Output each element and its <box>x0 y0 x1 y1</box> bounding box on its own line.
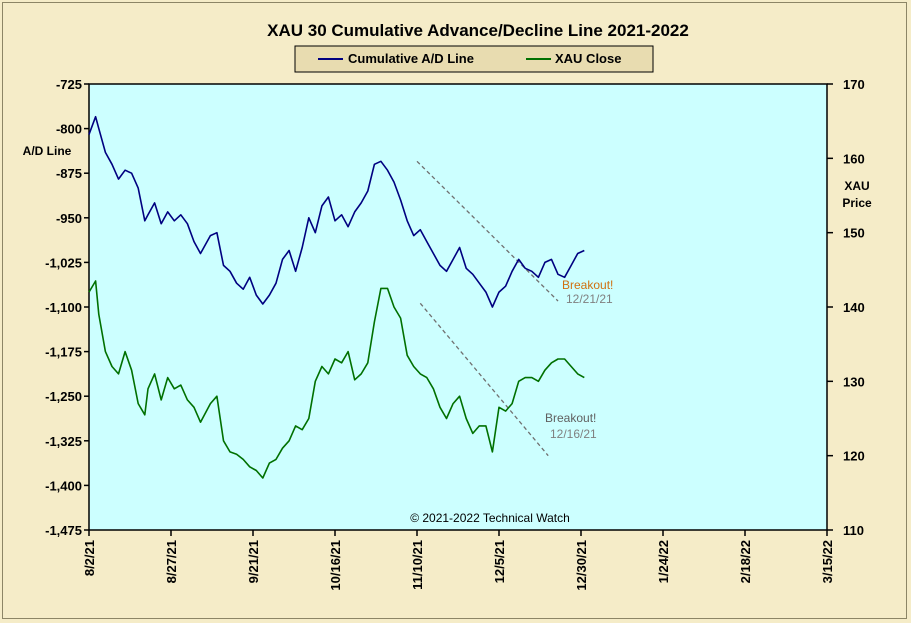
right-tick-label: 120 <box>843 449 865 464</box>
left-tick-label: -1,025 <box>45 255 82 270</box>
right-tick-label: 110 <box>843 523 864 538</box>
right-tick-label: 130 <box>843 374 865 389</box>
left-tick-label: -875 <box>56 166 82 181</box>
left-tick-label: -1,325 <box>45 434 82 449</box>
chart-title: XAU 30 Cumulative Advance/Decline Line 2… <box>267 21 689 40</box>
x-axis-ticks: 8/2/21 8/27/21 9/21/21 10/16/21 11/10/21 12/5… <box>82 530 835 591</box>
left-tick-label: -1,250 <box>45 389 82 404</box>
trendline <box>416 160 559 302</box>
left-axis-label: A/D Line <box>23 144 72 158</box>
x-tick-label: 8/2/21 <box>82 540 97 576</box>
left-tick-label: -950 <box>56 211 82 226</box>
x-tick-label: 9/21/21 <box>246 540 261 583</box>
right-axis-label-line2: Price <box>842 196 872 210</box>
annotation-date-ad: 12/21/21 <box>566 292 613 306</box>
legend-label-ad-line: Cumulative A/D Line <box>348 51 474 66</box>
x-tick-label: 10/16/21 <box>328 540 343 591</box>
plot-area <box>88 83 828 531</box>
trendlines <box>416 160 559 457</box>
x-tick-label: 11/10/21 <box>410 540 425 590</box>
right-tick-label: 150 <box>843 226 865 241</box>
series-lines <box>88 115 585 479</box>
series-line-ad <box>88 115 585 308</box>
annotation-date-xau: 12/16/21 <box>550 427 597 441</box>
x-tick-label: 12/30/21 <box>574 540 589 591</box>
legend-label-xau-close: XAU Close <box>555 51 621 66</box>
right-axis-ticks: 170 160 150 140 130 120 110 <box>827 77 865 538</box>
left-tick-label: -1,475 <box>45 523 82 538</box>
trendline <box>419 302 549 457</box>
x-tick-label: 1/24/22 <box>656 540 671 583</box>
x-tick-label: 2/18/22 <box>738 540 753 583</box>
copyright-text: © 2021-2022 Technical Watch <box>410 511 570 525</box>
annotation-breakout-ad: Breakout! <box>562 278 613 292</box>
x-tick-label: 12/5/21 <box>492 540 507 583</box>
x-tick-label: 3/15/22 <box>820 540 835 583</box>
legend: Cumulative A/D Line XAU Close <box>294 45 654 73</box>
series-line-xau <box>88 280 585 479</box>
left-tick-label: -1,100 <box>45 300 82 315</box>
right-axis-label-line1: XAU <box>844 179 869 193</box>
left-tick-label: -1,175 <box>45 345 82 360</box>
annotation-breakout-xau: Breakout! <box>545 411 596 425</box>
x-tick-label: 8/27/21 <box>164 540 179 583</box>
left-tick-label: -725 <box>56 77 82 92</box>
right-tick-label: 140 <box>843 300 865 315</box>
left-axis-ticks: -725 -800 -875 -950 -1,025 -1,100 -1,175 -1,250… <box>45 77 89 538</box>
left-tick-label: -800 <box>56 122 82 137</box>
left-tick-label: -1,400 <box>45 478 82 493</box>
right-tick-label: 160 <box>843 151 865 166</box>
right-tick-label: 170 <box>843 77 865 92</box>
